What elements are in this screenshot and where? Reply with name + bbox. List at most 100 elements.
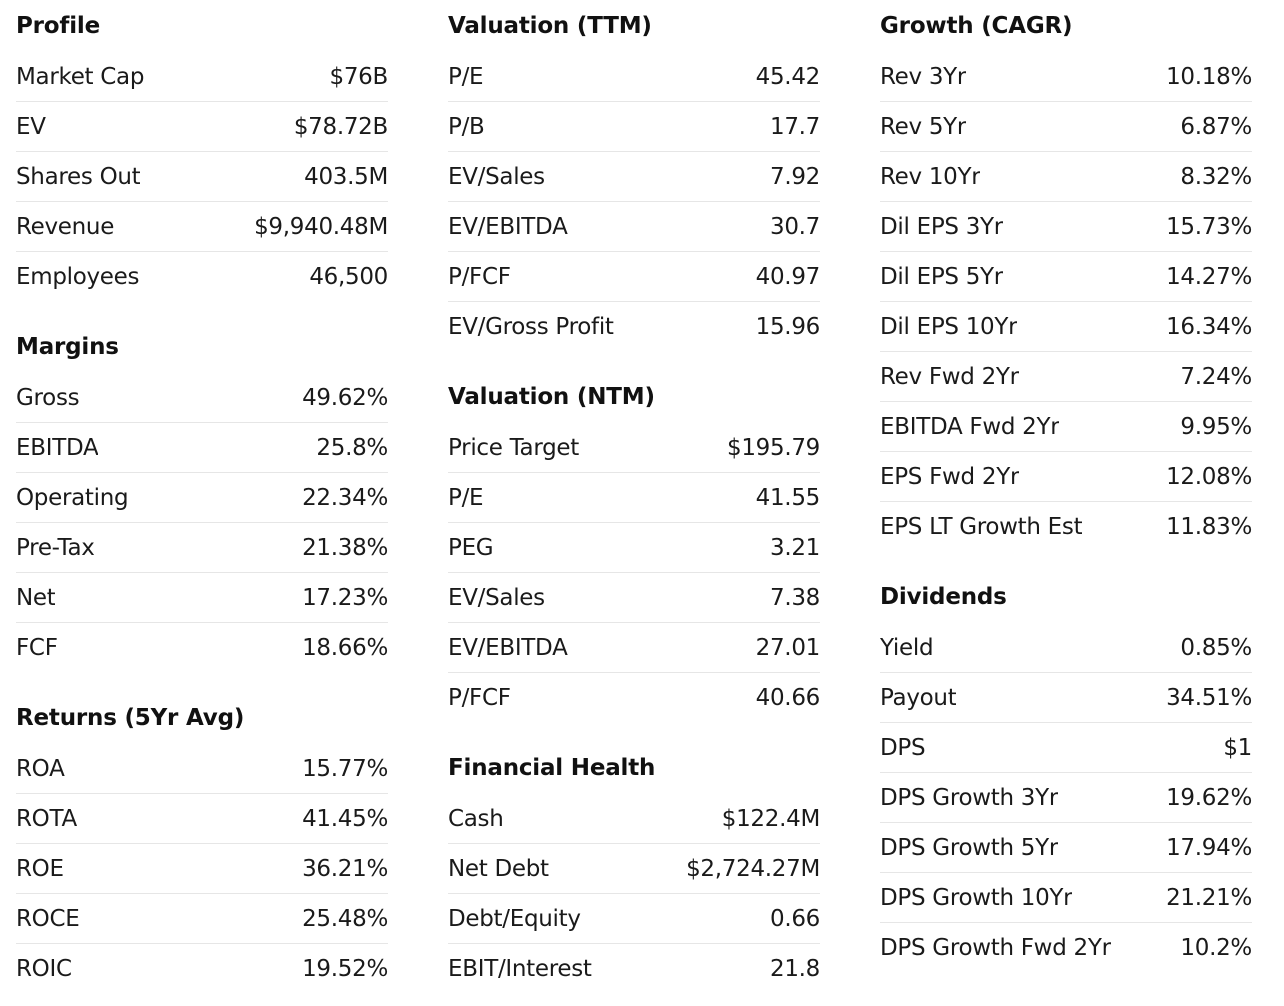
stat-row: EBITDA Fwd 2Yr 9.95% [880, 402, 1252, 452]
section-title: Returns (5Yr Avg) [16, 705, 245, 731]
stat-row: DPS $1 [880, 723, 1252, 773]
stats-section: Financial Health Cash $122.4M Net Debt $2,72… [448, 742, 820, 993]
stat-value: 27.01 [755, 634, 821, 661]
stat-value: 22.34% [302, 484, 388, 511]
stat-label: DPS [880, 734, 926, 761]
stat-value: 21.38% [302, 534, 388, 561]
stat-label: Rev 3Yr [880, 63, 967, 90]
stat-row: EBITDA 25.8% [16, 423, 388, 473]
stat-label: EV [16, 113, 46, 140]
stat-label: Operating [16, 484, 129, 511]
stat-row: Yield 0.85% [880, 623, 1252, 673]
stat-row: EPS LT Growth Est 11.83% [880, 502, 1252, 551]
stat-row: Market Cap $76B [16, 52, 388, 102]
stat-label: DPS Growth 3Yr [880, 784, 1058, 811]
stat-label: P/FCF [448, 684, 511, 711]
stats-section: Margins Gross 49.62% EBITDA 25.8% Operating 22… [16, 321, 388, 672]
stat-row: Dil EPS 3Yr 15.73% [880, 202, 1252, 252]
stat-value: 14.27% [1166, 263, 1252, 290]
stat-value: 10.18% [1166, 63, 1252, 90]
stat-label: Debt/Equity [448, 905, 581, 932]
stat-value: $76B [329, 63, 389, 90]
stats-section: Growth (CAGR) Rev 3Yr 10.18% Rev 5Yr 6.87% Re… [880, 0, 1252, 551]
stat-row: P/E 41.55 [448, 473, 820, 523]
stat-value: 45.42 [755, 63, 821, 90]
stat-value: 17.7 [769, 113, 820, 140]
stat-row: ROTA 41.45% [16, 794, 388, 844]
stat-label: Market Cap [16, 63, 145, 90]
section-spacer [880, 551, 1252, 571]
stat-value: $9,940.48M [254, 213, 388, 240]
stat-label: Dil EPS 3Yr [880, 213, 1003, 240]
stat-label: Dil EPS 10Yr [880, 313, 1018, 340]
stat-label: Employees [16, 263, 140, 290]
stat-row: Rev Fwd 2Yr 7.24% [880, 352, 1252, 402]
stats-section: Valuation (NTM) Price Target $195.79 P/E 41.… [448, 371, 820, 722]
stat-value: 49.62% [302, 384, 388, 411]
stat-label: P/B [448, 113, 485, 140]
stat-row: DPS Growth 3Yr 19.62% [880, 773, 1252, 823]
stat-label: Pre-Tax [16, 534, 95, 561]
stat-label: EV/Gross Profit [448, 313, 614, 340]
stat-row: Shares Out 403.5M [16, 152, 388, 202]
section-title: Growth (CAGR) [880, 13, 1073, 39]
stat-label: Cash [448, 805, 504, 832]
stat-value: 41.55 [755, 484, 821, 511]
stat-value: 30.7 [769, 213, 820, 240]
section-spacer [448, 351, 820, 371]
stat-value: 21.8 [769, 955, 820, 982]
stat-label: PEG [448, 534, 494, 561]
stat-value: $195.79 [726, 434, 820, 461]
stat-row: Net Debt $2,724.27M [448, 844, 820, 894]
stat-row: P/B 17.7 [448, 102, 820, 152]
stat-label: ROTA [16, 805, 77, 832]
stat-label: Dil EPS 5Yr [880, 263, 1003, 290]
stats-section: Dividends Yield 0.85% Payout 34.51% DPS $1 DPS … [880, 571, 1252, 972]
stat-value: 16.34% [1166, 313, 1252, 340]
stat-row: PEG 3.21 [448, 523, 820, 573]
stat-value: 8.32% [1180, 163, 1252, 190]
stats-column: Profile Market Cap $76B EV $78.72B Shares Out… [16, 0, 388, 993]
stat-row: Dil EPS 10Yr 16.34% [880, 302, 1252, 352]
stat-row: Pre-Tax 21.38% [16, 523, 388, 573]
stat-label: Revenue [16, 213, 115, 240]
stat-label: DPS Growth 10Yr [880, 884, 1073, 911]
section-title: Profile [16, 13, 100, 39]
stat-value: $2,724.27M [686, 855, 820, 882]
stat-row: Payout 34.51% [880, 673, 1252, 723]
section-title: Valuation (TTM) [448, 13, 652, 39]
section-title: Financial Health [448, 755, 656, 781]
stat-value: 34.51% [1166, 684, 1252, 711]
stat-row: ROIC 19.52% [16, 944, 388, 993]
stat-label: P/FCF [448, 263, 511, 290]
stat-label: EV/Sales [448, 584, 545, 611]
stats-section: Valuation (TTM) P/E 45.42 P/B 17.7 EV/Sales 7.… [448, 0, 820, 351]
stat-row: EV/Sales 7.92 [448, 152, 820, 202]
stat-row: EV $78.72B [16, 102, 388, 152]
stat-label: Rev 5Yr [880, 113, 967, 140]
stat-value: 18.66% [302, 634, 388, 661]
stat-value: 12.08% [1166, 463, 1252, 490]
stat-row: Dil EPS 5Yr 14.27% [880, 252, 1252, 302]
stat-row: Rev 10Yr 8.32% [880, 152, 1252, 202]
stat-row: Employees 46,500 [16, 252, 388, 301]
stat-value: 11.83% [1166, 513, 1252, 540]
stats-column: Growth (CAGR) Rev 3Yr 10.18% Rev 5Yr 6.87% Re… [880, 0, 1252, 972]
stat-row: DPS Growth 5Yr 17.94% [880, 823, 1252, 873]
stat-value: 15.77% [302, 755, 388, 782]
stat-value: 40.97 [755, 263, 821, 290]
stat-row: P/FCF 40.66 [448, 673, 820, 722]
stat-row: EV/EBITDA 30.7 [448, 202, 820, 252]
stat-value: 3.21 [769, 534, 820, 561]
stat-value: 19.62% [1166, 784, 1252, 811]
stat-row: Rev 3Yr 10.18% [880, 52, 1252, 102]
stat-label: ROIC [16, 955, 72, 982]
stat-label: Rev 10Yr [880, 163, 981, 190]
section-spacer [448, 722, 820, 742]
stat-value: 40.66 [755, 684, 821, 711]
stat-row: Gross 49.62% [16, 373, 388, 423]
stat-row: ROA 15.77% [16, 744, 388, 794]
stat-label: ROCE [16, 905, 80, 932]
stat-row: EV/Sales 7.38 [448, 573, 820, 623]
stat-row: Operating 22.34% [16, 473, 388, 523]
